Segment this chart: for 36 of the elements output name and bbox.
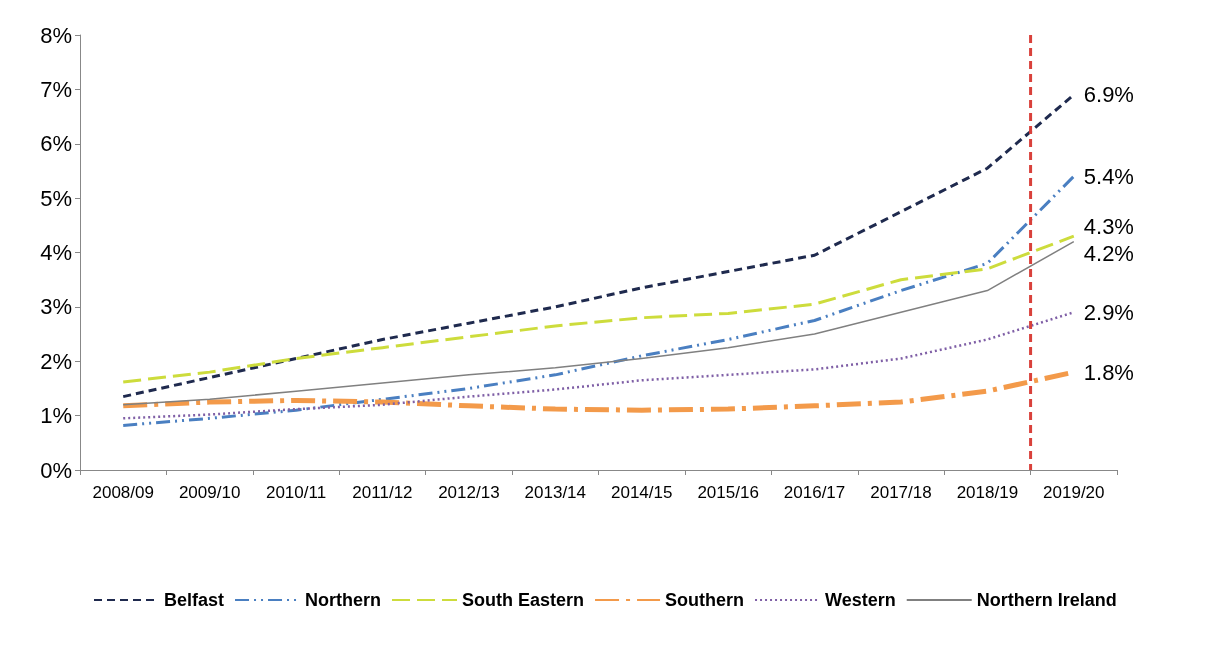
legend-label: Northern Ireland: [976, 590, 1117, 610]
x-tick-label: 2009/10: [178, 483, 241, 502]
x-tick-label: 2019/20: [1043, 483, 1105, 502]
legend-label: South Eastern: [462, 590, 585, 610]
line-series: [121, 174, 1076, 427]
x-tick-label: 2017/18: [870, 483, 932, 502]
x-tick-label: 2012/13: [438, 483, 500, 502]
y-tick-label: 7%: [40, 76, 72, 102]
x-tick-label: 2011/12: [352, 483, 413, 502]
legend-label: Belfast: [164, 590, 225, 610]
data-label: 2.9%: [1083, 299, 1134, 325]
x-tick-label: 2018/19: [956, 483, 1019, 502]
x-tick-label: 2008/09: [92, 483, 154, 502]
line-series: [121, 234, 1076, 384]
data-label: 1.8%: [1083, 359, 1134, 385]
y-tick-label: 1%: [40, 403, 72, 429]
x-tick-label: 2010/11: [265, 483, 327, 502]
legend-label: Southern: [665, 590, 745, 610]
legend-label: Western: [825, 590, 896, 610]
data-label: 4.3%: [1083, 213, 1134, 239]
legend-label: Northern: [305, 590, 382, 610]
x-tick-label: 2014/15: [610, 483, 673, 502]
line-series: [122, 240, 1075, 406]
data-label: 5.4%: [1083, 163, 1134, 189]
y-tick-label: 5%: [40, 185, 72, 211]
data-label: 6.9%: [1083, 82, 1134, 108]
y-tick-label: 8%: [40, 22, 72, 48]
y-tick-label: 2%: [40, 348, 72, 374]
data-label: 4.2%: [1083, 241, 1134, 267]
y-tick-label: 6%: [40, 131, 72, 157]
x-tick-label: 2015/16: [697, 483, 759, 502]
y-tick-label: 0%: [40, 457, 72, 483]
x-tick-label: 2016/17: [783, 483, 846, 502]
y-tick-label: 4%: [40, 240, 72, 265]
y-tick-label: 3%: [40, 294, 72, 320]
x-tick-label: 2013/14: [524, 483, 587, 502]
